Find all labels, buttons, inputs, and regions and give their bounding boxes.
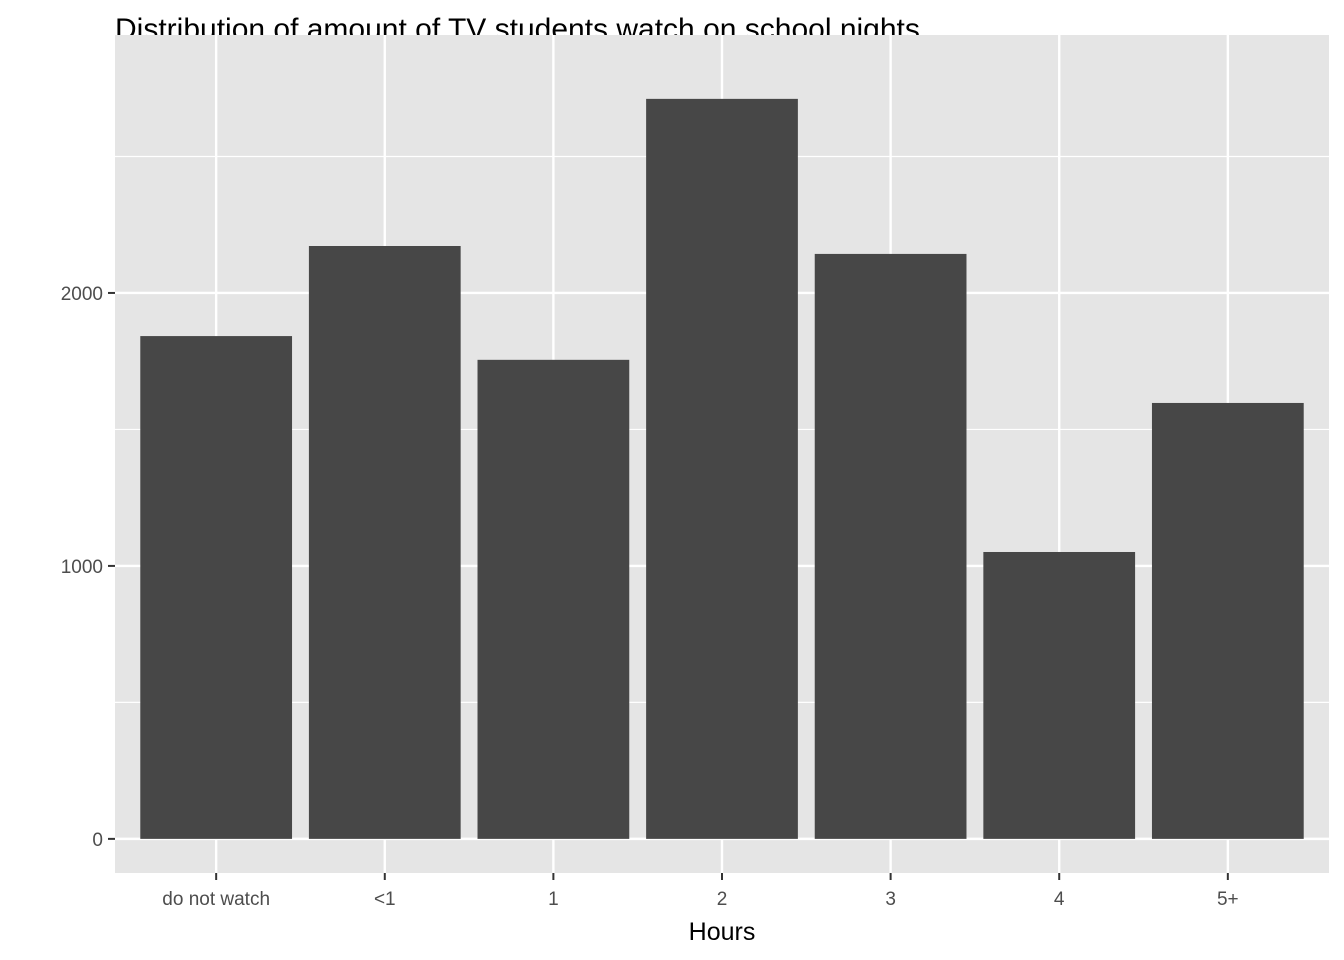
x-axis-label: Hours <box>689 918 756 946</box>
bar <box>308 246 461 839</box>
x-tick-label: <1 <box>374 889 396 910</box>
bar <box>477 359 630 839</box>
y-tick-label: 2000 <box>61 284 103 305</box>
x-tick-label: 3 <box>885 889 896 910</box>
x-tick-label: do not watch <box>162 889 270 910</box>
bar <box>1151 402 1304 839</box>
x-tick-label: 4 <box>1054 889 1065 910</box>
x-tick-label: 5+ <box>1217 889 1239 910</box>
bar <box>814 253 967 839</box>
bar <box>646 98 798 839</box>
y-tick-label: 0 <box>92 830 103 851</box>
y-tick-label: 1000 <box>61 557 103 578</box>
x-tick-label: 2 <box>717 889 728 910</box>
bar <box>140 336 293 839</box>
bar <box>983 551 1136 839</box>
x-tick-label: 1 <box>548 889 559 910</box>
